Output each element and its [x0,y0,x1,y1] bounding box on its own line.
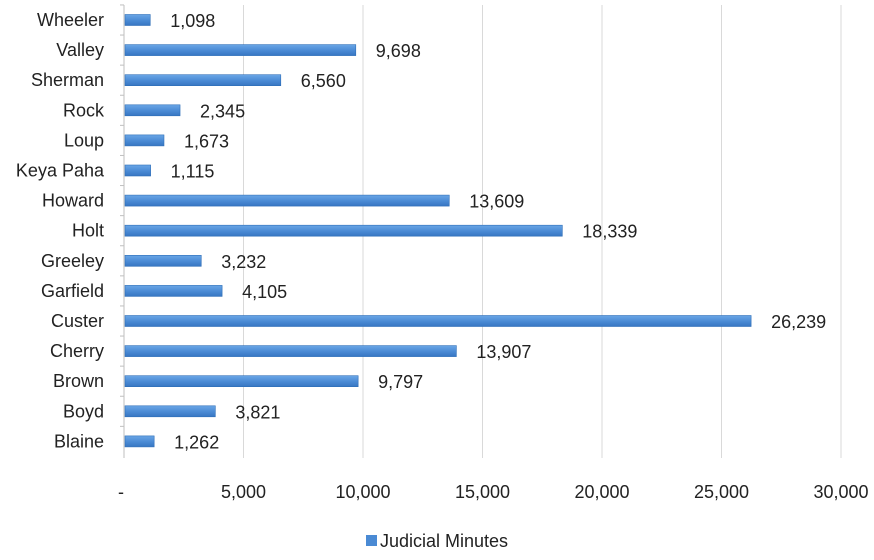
data-label: 1,098 [170,11,215,31]
category-label: Custer [51,311,104,331]
bar [124,104,181,117]
bar [124,74,282,86]
bar [124,134,165,147]
category-label: Howard [42,191,104,211]
category-label: Wheeler [37,10,104,30]
category-label: Brown [53,371,104,391]
legend-label: Judicial Minutes [379,530,509,551]
data-label: 9,797 [378,372,423,392]
bar [124,164,151,177]
bar [124,285,223,297]
bar [124,405,216,418]
data-label: 4,105 [242,282,287,302]
bar [124,14,151,26]
data-label: 13,609 [469,192,524,212]
bar [124,375,359,388]
data-label: 1,262 [174,432,219,452]
x-tick-label: 10,000 [335,482,390,502]
category-label: Loup [64,130,104,150]
bar [124,44,357,56]
category-label: Greeley [41,251,104,271]
data-label: 6,560 [301,71,346,91]
x-tick-label: - [118,482,124,502]
data-label: 1,673 [184,131,229,151]
category-label: Valley [56,40,104,60]
chart-legend: Judicial Minutes [0,530,874,552]
bar [124,224,563,237]
data-label: 9,698 [376,41,421,61]
category-label: Holt [72,221,104,241]
bar [124,435,155,448]
category-label: Sherman [31,70,104,90]
data-label: 13,907 [476,342,531,362]
x-tick-label: 5,000 [221,482,266,502]
x-tick-label: 20,000 [574,482,629,502]
data-label: 3,232 [221,252,266,272]
data-label: 3,821 [235,402,280,422]
category-label: Rock [63,100,105,120]
category-label: Garfield [41,281,104,301]
legend-swatch [365,534,377,546]
category-label: Cherry [50,341,104,361]
x-tick-label: 15,000 [455,482,510,502]
bar [124,345,457,357]
data-label: 26,239 [771,312,826,332]
category-label: Keya Paha [16,161,105,181]
data-label: 18,339 [582,222,637,242]
x-tick-label: 25,000 [694,482,749,502]
bar [124,315,752,327]
x-tick-label: 30,000 [813,482,868,502]
category-label: Blaine [54,431,104,451]
bar [124,194,450,207]
bar [124,255,202,267]
data-label: 2,345 [200,101,245,121]
category-label: Boyd [63,401,104,421]
data-label: 1,115 [171,162,215,182]
